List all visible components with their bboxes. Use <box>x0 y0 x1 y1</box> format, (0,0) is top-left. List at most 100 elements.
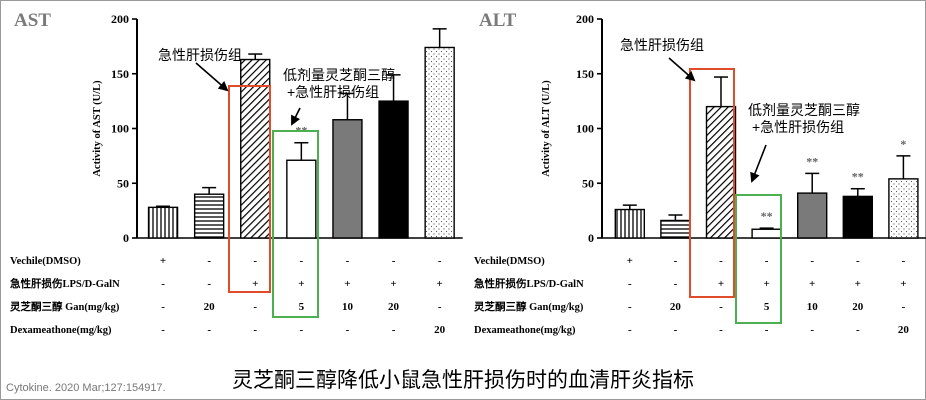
treatment-cell: + <box>627 255 633 267</box>
annotation-text-2: 低剂量灵芝酮三醇+急性肝损伤组 <box>283 67 395 100</box>
treatment-cell: - <box>207 324 211 336</box>
highlight-box-model-group <box>228 85 271 293</box>
treatment-cell: - <box>346 324 350 336</box>
highlight-box-low-dose-group <box>272 130 319 318</box>
treatment-cell: - <box>719 324 723 336</box>
bar-2 <box>660 219 691 239</box>
treatment-cell: + <box>809 278 815 290</box>
bar-5 <box>797 192 828 239</box>
treatment-cell: 20 <box>434 324 446 336</box>
treatment-cell: - <box>300 324 304 336</box>
treatment-cell: - <box>438 301 442 313</box>
bar-1 <box>614 208 645 239</box>
treatment-cell: + <box>900 278 906 290</box>
annotation-line: 急性肝损伤组 <box>620 37 704 53</box>
annotation-line: +急性肝损伤组 <box>287 84 379 100</box>
treatment-cell: - <box>856 255 860 267</box>
treatment-cell: - <box>628 324 632 336</box>
bar-7 <box>888 178 919 239</box>
treatment-row-label: 急性肝损伤LPS/D-GalN <box>474 277 584 290</box>
treatment-row-label: Vechile(DMSO) <box>10 256 81 267</box>
significance-label-7: * <box>900 137 906 151</box>
treatment-cell: 5 <box>299 301 305 313</box>
treatment-cell: - <box>628 278 632 290</box>
y-tick-label: 50 <box>582 176 594 190</box>
bar-1 <box>147 206 179 239</box>
bar-7 <box>424 46 455 239</box>
treatment-cell: - <box>674 324 678 336</box>
y-tick-label: 0 <box>588 231 594 245</box>
bar-6 <box>842 195 873 239</box>
treatment-cell: - <box>392 324 396 336</box>
bar-3 <box>705 105 737 239</box>
treatment-row-label: 急性肝损伤LPS/D-GalN <box>10 277 120 290</box>
treatment-cell: - <box>207 278 211 290</box>
treatment-cell: - <box>765 324 769 336</box>
panel-label: AST <box>14 10 51 31</box>
annotation-arrow-2 <box>291 107 301 126</box>
treatment-cell: + <box>390 278 396 290</box>
bar-5 <box>332 119 363 239</box>
significance-label-5: ** <box>806 154 818 168</box>
annotation-arrow-1 <box>195 62 229 92</box>
treatment-cell: 20 <box>670 301 682 313</box>
annotation-text-2: 低剂量灵芝酮三醇+急性肝损伤组 <box>748 102 860 135</box>
treatment-cell: - <box>392 255 396 267</box>
treatment-cell: 10 <box>807 301 819 313</box>
y-tick-label: 200 <box>576 12 594 26</box>
bar-4 <box>751 228 782 239</box>
treatment-row-label: Dexameathone(mg/kg) <box>474 325 576 336</box>
treatment-cell: - <box>902 255 906 267</box>
treatment-cell: - <box>719 301 723 313</box>
y-tick-label: 150 <box>576 67 594 81</box>
citation-text: Cytokine. 2020 Mar;127:154917. <box>6 382 166 394</box>
treatment-cell: + <box>855 278 861 290</box>
treatment-cell: - <box>253 255 257 267</box>
y-axis-label: Activity of AST (U/L) <box>92 80 103 177</box>
annotation-line: 低剂量灵芝酮三醇 <box>748 102 860 118</box>
treatment-cell: - <box>674 278 678 290</box>
panel-label: ALT <box>479 10 517 31</box>
treatment-cell: + <box>763 278 769 290</box>
treatment-cell: - <box>253 324 257 336</box>
treatment-cell: - <box>346 255 350 267</box>
treatment-cell: - <box>161 278 165 290</box>
annotation-line: 低剂量灵芝酮三醇 <box>283 67 395 83</box>
y-axis-label: Activity of ALT (U/L) <box>541 80 552 177</box>
annotation-arrow-2 <box>750 144 767 183</box>
treatment-cell: + <box>437 278 443 290</box>
treatment-cell: - <box>902 301 906 313</box>
figure-caption: 灵芝酮三醇降低小鼠急性肝损伤时的血清肝炎指标 <box>232 369 694 392</box>
significance-label-6: ** <box>852 170 864 184</box>
annotation-text-1: 急性肝损伤组 <box>158 47 242 63</box>
annotation-line: +急性肝损伤组 <box>752 119 844 135</box>
y-tick-label: 100 <box>576 122 594 136</box>
treatment-cell: 5 <box>764 301 770 313</box>
treatment-cell: + <box>344 278 350 290</box>
treatment-row-label: 灵芝酮三醇 Gan(mg/kg) <box>473 300 584 313</box>
treatment-cell: 20 <box>388 301 400 313</box>
treatment-cell: - <box>810 255 814 267</box>
treatment-cell: - <box>161 301 165 313</box>
bar-6 <box>378 100 409 239</box>
treatment-row-label: 灵芝酮三醇 Gan(mg/kg) <box>9 300 120 313</box>
treatment-cell: 20 <box>898 324 910 336</box>
highlight-box-low-dose-group <box>735 194 782 324</box>
treatment-cell: - <box>300 255 304 267</box>
annotation-arrow-1 <box>668 57 696 82</box>
treatment-cell: - <box>161 324 165 336</box>
y-tick-label: 150 <box>111 67 129 81</box>
treatment-cell: - <box>674 255 678 267</box>
treatment-cell: - <box>628 301 632 313</box>
treatment-row-label: Dexameathone(mg/kg) <box>10 325 112 336</box>
bar-3 <box>240 58 271 239</box>
treatment-cell: + <box>160 255 166 267</box>
treatment-cell: - <box>253 301 257 313</box>
bar-2 <box>193 193 225 239</box>
treatment-cell: - <box>856 324 860 336</box>
y-tick-label: 50 <box>117 176 129 190</box>
